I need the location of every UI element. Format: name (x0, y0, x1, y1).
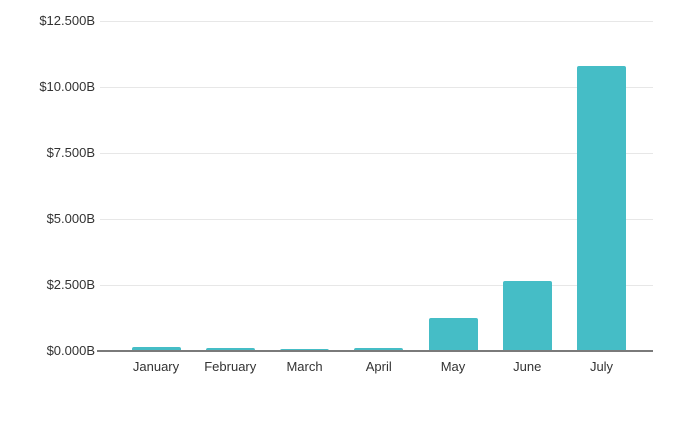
gridline (100, 218, 653, 220)
y-axis-tick-label: $2.500B (46, 277, 95, 292)
gridline (100, 284, 653, 286)
bar-january (131, 347, 181, 351)
bar-june (502, 281, 552, 351)
chart-footer: Total Value of Altcoins Held by Public C… (0, 388, 696, 434)
gridline (100, 152, 653, 154)
x-axis-tick-label: February (204, 359, 257, 374)
y-axis-tick-label: $12.500B (39, 13, 95, 28)
y-axis-tick-label: $10.000B (39, 79, 95, 94)
x-axis-tick-label: April (365, 359, 392, 374)
y-axis-tick-label: $7.500B (46, 145, 95, 160)
x-axis-tick-label: January (132, 359, 180, 374)
x-axis-tick-label: March (286, 359, 323, 374)
y-axis-tick-label: $5.000B (46, 211, 95, 226)
bar-february (205, 347, 255, 351)
bar-july (577, 65, 626, 351)
bar-april (354, 347, 404, 351)
y-axis-tick-label: $0.000B (46, 343, 95, 358)
x-axis-tick-label: June (513, 359, 542, 374)
x-axis-tick-label: May (440, 359, 466, 374)
gridline (100, 86, 653, 88)
x-axis-tick-label: July (589, 359, 614, 374)
x-axis-line (97, 350, 653, 352)
bar-march (280, 348, 329, 351)
bar-may (428, 318, 478, 351)
gridline (100, 20, 653, 22)
